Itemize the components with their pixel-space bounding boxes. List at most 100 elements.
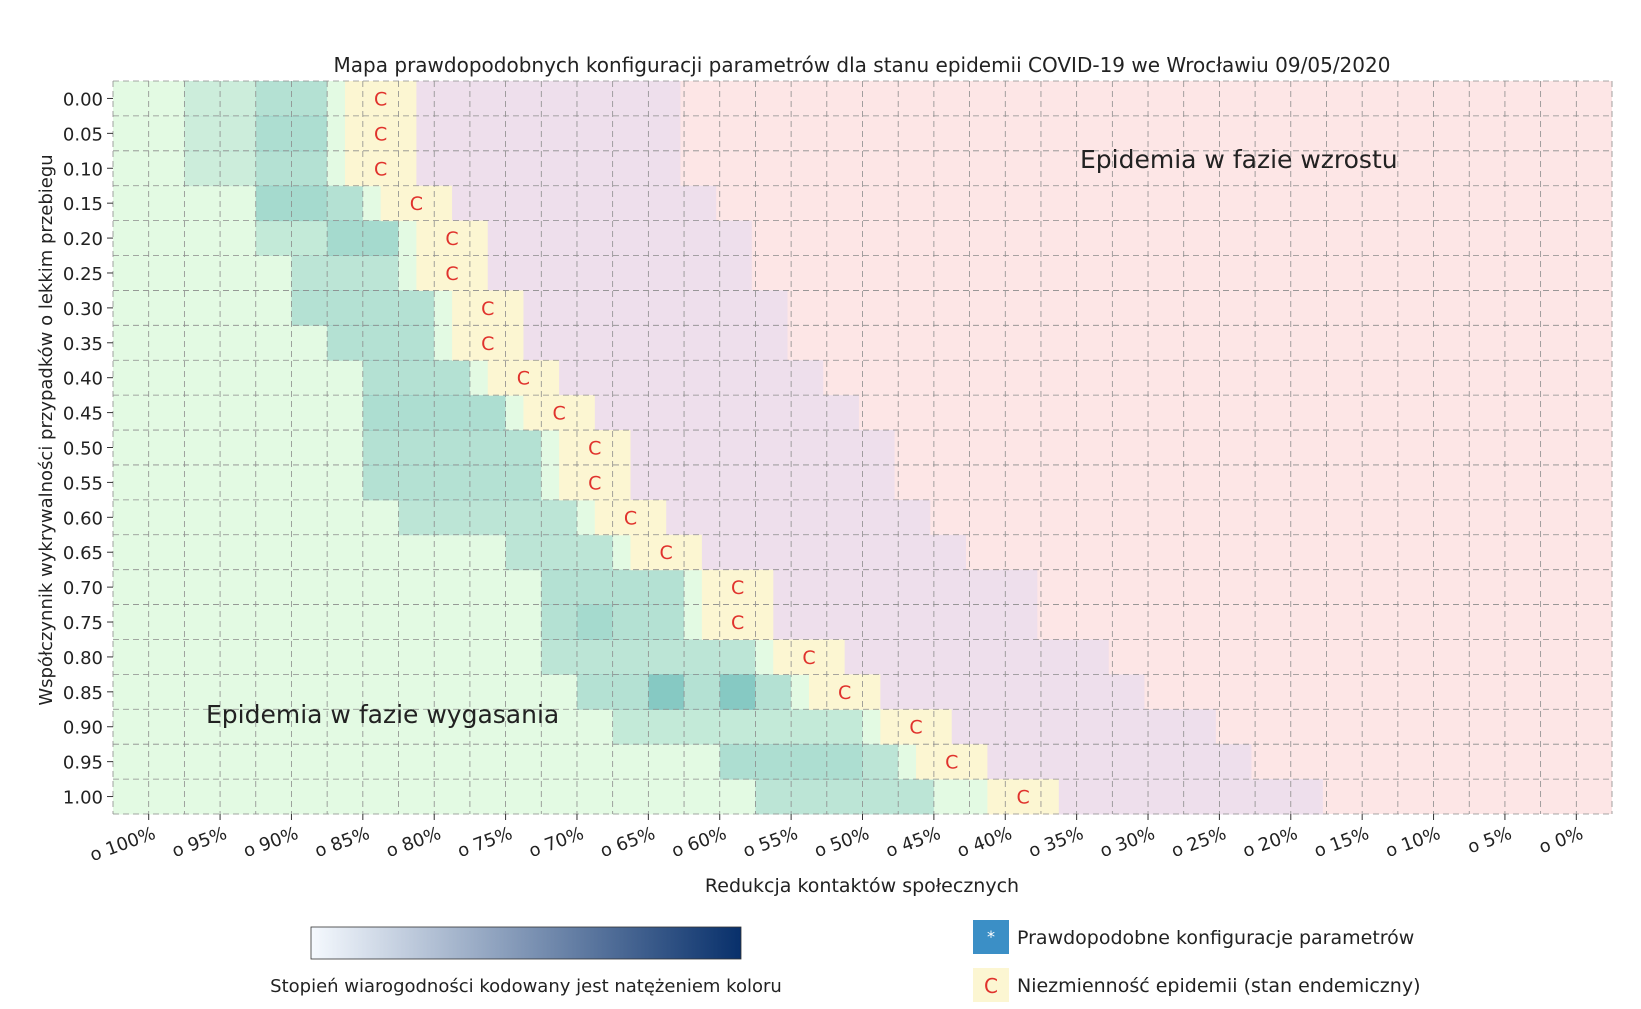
- transition-band-row: [523, 360, 824, 396]
- endemic-marker: C: [624, 507, 637, 529]
- transition-band-row: [487, 290, 788, 326]
- endemic-cell: [808, 674, 881, 710]
- endemic-marker: C: [517, 368, 530, 390]
- endemic-marker: C: [1016, 787, 1029, 809]
- endemic-cell: [773, 639, 845, 675]
- transition-band-row: [452, 220, 752, 257]
- likelihood-cell: [362, 464, 542, 501]
- decline-region-row: [113, 81, 346, 117]
- endemic-marker: C: [588, 438, 601, 460]
- likelihood-cell: [755, 779, 934, 815]
- endemic-marker: C: [945, 752, 958, 774]
- x-tick-label: o 15%: [1311, 823, 1372, 862]
- y-tick-label: 0.95: [63, 753, 103, 774]
- endemic-marker: C: [552, 403, 565, 425]
- x-tick-label: o 75%: [455, 823, 516, 862]
- transition-band-row: [666, 534, 967, 571]
- endemic-marker: C: [660, 542, 673, 564]
- endemic-cell: [344, 81, 417, 117]
- transition-band-row: [594, 430, 895, 466]
- decline-region-row: [113, 360, 489, 396]
- y-tick-label: 0.10: [63, 159, 103, 180]
- y-tick-label: 0.85: [63, 683, 103, 704]
- decline-region-row: [113, 290, 454, 326]
- transition-band-row: [559, 395, 859, 431]
- colorbar-gradient: [310, 926, 742, 960]
- endemic-cell: [559, 430, 631, 466]
- colorbar-label: Stopień wiarogodności kodowany jest natę…: [270, 976, 782, 997]
- decline-region-row: [113, 604, 703, 640]
- endemic-marker: C: [481, 298, 494, 320]
- y-tick-label: 0.25: [63, 264, 103, 285]
- x-tick-label: o 10%: [1383, 823, 1444, 862]
- x-tick-label: o 80%: [383, 823, 444, 862]
- endemic-marker: C: [481, 333, 494, 355]
- x-tick-label: o 5%: [1465, 823, 1515, 858]
- endemic-cell: [344, 150, 417, 187]
- x-tick-label: o 70%: [526, 823, 587, 862]
- transition-band-row: [844, 674, 1145, 710]
- y-tick-label: 0.75: [63, 613, 103, 634]
- decline-region-row: [113, 534, 632, 571]
- endemic-marker: C: [802, 647, 815, 669]
- endemic-cell: [416, 220, 488, 257]
- endemic-marker: C: [445, 228, 458, 250]
- transition-band-row: [737, 604, 1038, 640]
- decline-region-row: [113, 639, 775, 675]
- transition-band-row: [380, 115, 681, 152]
- decline-region-row: [113, 674, 810, 710]
- x-tick-label: o 45%: [883, 823, 944, 862]
- decline-region-row: [113, 709, 882, 745]
- likelihood-cell: [576, 604, 613, 640]
- endemic-cell: [344, 115, 417, 152]
- x-tick-label: o 25%: [1169, 823, 1230, 862]
- y-tick-label: 0.60: [63, 508, 103, 529]
- transition-band-row: [452, 255, 752, 291]
- transition-band-row: [951, 744, 1252, 780]
- transition-band-row: [737, 569, 1038, 606]
- endemic-cell: [701, 569, 774, 606]
- x-tick-label: o 60%: [669, 823, 730, 862]
- colorbar: Stopień wiarogodności kodowany jest natę…: [270, 926, 782, 997]
- x-tick-label: o 20%: [1240, 823, 1301, 862]
- transition-band-row: [416, 185, 717, 222]
- endemic-cell: [987, 779, 1059, 815]
- transition-band-row: [487, 325, 788, 361]
- endemic-marker: C: [410, 193, 423, 215]
- endemic-marker: C: [374, 123, 387, 145]
- endemic-cell: [559, 464, 631, 501]
- likelihood-cell: [362, 430, 542, 466]
- x-tick-label: o 40%: [954, 823, 1015, 862]
- endemic-cell: [701, 604, 774, 640]
- legend-star-swatch: [973, 920, 1009, 954]
- endemic-cell: [452, 290, 524, 326]
- legend-endemic-swatch: [973, 968, 1009, 1002]
- likelihood-cell: [327, 325, 435, 361]
- endemic-cell: [380, 185, 453, 222]
- decline-region-row: [113, 395, 525, 431]
- x-tick-label: o 65%: [598, 823, 659, 862]
- y-tick-label: 0.80: [63, 648, 103, 669]
- likelihood-cell: [648, 674, 685, 710]
- endemic-marker: C: [731, 612, 744, 634]
- y-tick-label: 0.70: [63, 578, 103, 599]
- likelihood-cell: [291, 255, 399, 291]
- decline-region-row: [113, 744, 918, 780]
- transition-band-row: [594, 464, 895, 501]
- decline-region-row: [113, 325, 454, 361]
- endemic-marker: C: [909, 717, 922, 739]
- y-tick-label: 0.50: [63, 439, 103, 460]
- decline-region-row: [113, 464, 561, 501]
- likelihood-cell: [327, 185, 363, 222]
- endemic-marker: C: [588, 472, 601, 494]
- endemic-marker: C: [374, 158, 387, 180]
- likelihood-cell: [862, 744, 899, 780]
- endemic-marker: C: [445, 263, 458, 285]
- legend-label-endemic-state: Niezmienność epidemii (stan endemiczny): [1017, 975, 1420, 997]
- endemic-marker: C: [838, 682, 851, 704]
- y-tick-label: 0.55: [63, 473, 103, 494]
- x-axis-label: Redukcja kontaktów społecznych: [705, 875, 1019, 897]
- transition-band-row: [808, 639, 1109, 675]
- y-tick-label: 1.00: [63, 788, 103, 809]
